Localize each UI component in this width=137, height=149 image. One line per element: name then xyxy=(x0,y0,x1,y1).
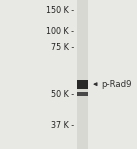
Text: 37 K -: 37 K - xyxy=(51,121,74,130)
Bar xyxy=(77,80,88,89)
Bar xyxy=(77,92,88,96)
Text: 75 K -: 75 K - xyxy=(51,43,74,52)
Text: 150 K -: 150 K - xyxy=(46,6,74,15)
Text: 100 K -: 100 K - xyxy=(46,27,74,36)
Bar xyxy=(77,0,88,149)
Text: p-Rad9: p-Rad9 xyxy=(102,80,132,89)
Text: 50 K -: 50 K - xyxy=(51,90,74,99)
